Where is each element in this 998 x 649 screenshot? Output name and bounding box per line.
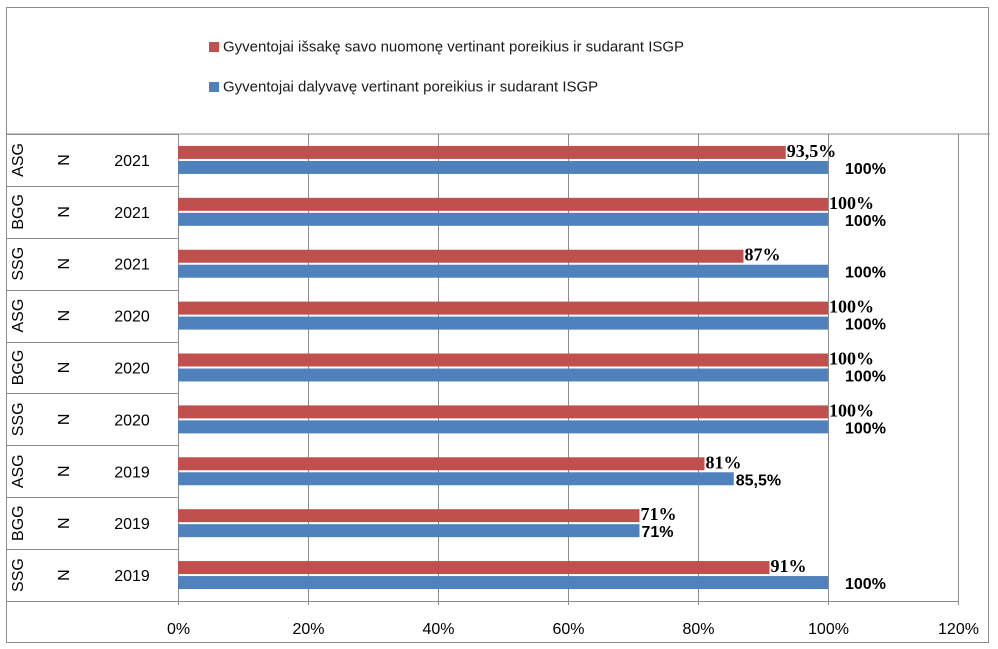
bar-series-0: [178, 249, 744, 263]
category-level3-label: 2021: [114, 153, 150, 170]
legend-swatch-1: [209, 82, 219, 92]
bar-series-1: [178, 316, 828, 330]
category-level3-label: 2020: [114, 412, 150, 429]
bar-series-0: [178, 561, 770, 575]
data-label-series-0: 81%: [706, 452, 742, 472]
category-level3-label: 2020: [114, 361, 150, 378]
data-label-series-1: 100%: [845, 420, 886, 437]
category-level2-label: N: [56, 206, 73, 218]
bar-series-1: [178, 160, 828, 174]
bar-series-0: [178, 353, 828, 367]
bar-series-0: [178, 405, 828, 419]
legend-label-0: Gyventojai išsakę savo nuomonę vertinant…: [223, 39, 684, 56]
category-row-5: SSG N 2020 100%100%: [10, 400, 886, 437]
legend-swatch-0: [209, 42, 219, 52]
data-label-series-1: 100%: [845, 317, 886, 334]
bar-series-1: [178, 368, 828, 382]
bar-series-0: [178, 197, 828, 211]
x-tick-label-3: 60%: [552, 621, 584, 638]
category-level2-label: N: [56, 310, 73, 322]
category-level3-label: 2019: [114, 516, 150, 533]
data-label-series-0: 71%: [641, 504, 677, 524]
bar-series-0: [178, 145, 786, 159]
bar-series-1: [178, 524, 640, 538]
category-level3-label: 2019: [114, 464, 150, 481]
category-level3-label: 2021: [114, 257, 150, 274]
legend-label-1: Gyventojai dalyvavę vertinant poreikius …: [223, 79, 598, 96]
data-label-series-1: 100%: [845, 576, 886, 593]
category-row-8: SSG N 2019 91% 100%: [10, 556, 886, 593]
x-tick-label-6: 120%: [938, 621, 979, 638]
bar-series-0: [178, 457, 705, 471]
category-row-0: ASG N 2021 93,5% 100%: [10, 141, 886, 178]
bar-series-1: [178, 212, 828, 226]
data-label-series-1: 100%: [845, 213, 886, 230]
data-label-series-0: 91%: [771, 556, 807, 576]
category-level2-label: N: [56, 362, 73, 374]
category-level2-label: N: [56, 414, 73, 426]
category-row-2: SSG N 2021 87% 100%: [10, 245, 886, 282]
category-row-1: BGG N 2021 100%100%: [10, 193, 886, 230]
data-label-series-0: 100%: [829, 400, 874, 420]
bar-series-0: [178, 301, 828, 315]
category-level2-label: N: [56, 517, 73, 529]
category-level1-label: BGG: [10, 350, 27, 386]
category-level2-label: N: [56, 258, 73, 270]
data-label-series-0: 100%: [829, 349, 874, 369]
bar-series-1: [178, 264, 828, 278]
data-label-series-1: 85,5%: [736, 472, 781, 489]
data-label-series-1: 71%: [642, 524, 674, 541]
data-label-series-1: 100%: [845, 265, 886, 282]
data-label-series-0: 100%: [829, 193, 874, 213]
bar-series-1: [178, 472, 734, 486]
category-level3-label: 2019: [114, 568, 150, 585]
category-level1-label: ASG: [10, 454, 27, 488]
category-level1-label: ASG: [10, 299, 27, 333]
data-label-series-1: 100%: [845, 369, 886, 386]
category-row-7: BGG N 2019 71%71%: [10, 504, 677, 541]
x-tick-label-1: 20%: [292, 621, 324, 638]
x-tick-label-5: 100%: [808, 621, 849, 638]
category-level3-label: 2021: [114, 205, 150, 222]
x-tick-label-4: 80%: [682, 621, 714, 638]
category-level1-label: ASG: [10, 143, 27, 177]
category-level1-label: SSG: [10, 247, 27, 281]
category-level2-label: N: [56, 465, 73, 477]
category-level3-label: 2020: [114, 309, 150, 326]
category-level1-label: SSG: [10, 402, 27, 436]
bar-series-0: [178, 509, 640, 523]
category-row-3: ASG N 2020 100%100%: [10, 297, 886, 334]
data-label-series-0: 87%: [745, 245, 781, 265]
category-level2-label: N: [56, 569, 73, 581]
category-level2-label: N: [56, 154, 73, 166]
x-tick-label-0: 0%: [167, 621, 190, 638]
bar-series-1: [178, 576, 828, 590]
plot-area: 0% 20% 40% 60% 80% 100% 120%ASG N 202193,5%100%B…: [6, 133, 990, 638]
x-tick-label-2: 40%: [422, 621, 454, 638]
data-label-series-0: 100%: [829, 297, 874, 317]
legend: Gyventojai išsakę savo nuomonę vertinant…: [209, 39, 684, 96]
data-label-series-0: 93,5%: [787, 141, 837, 161]
category-level1-label: SSG: [10, 558, 27, 592]
category-row-6: ASG N 2019 81%85,5%: [10, 452, 781, 489]
bar-series-1: [178, 420, 828, 434]
category-level1-label: BGG: [10, 505, 27, 541]
category-row-4: BGG N 2020 100%100%: [10, 349, 886, 386]
category-level1-label: BGG: [10, 194, 27, 230]
data-label-series-1: 100%: [845, 161, 886, 178]
